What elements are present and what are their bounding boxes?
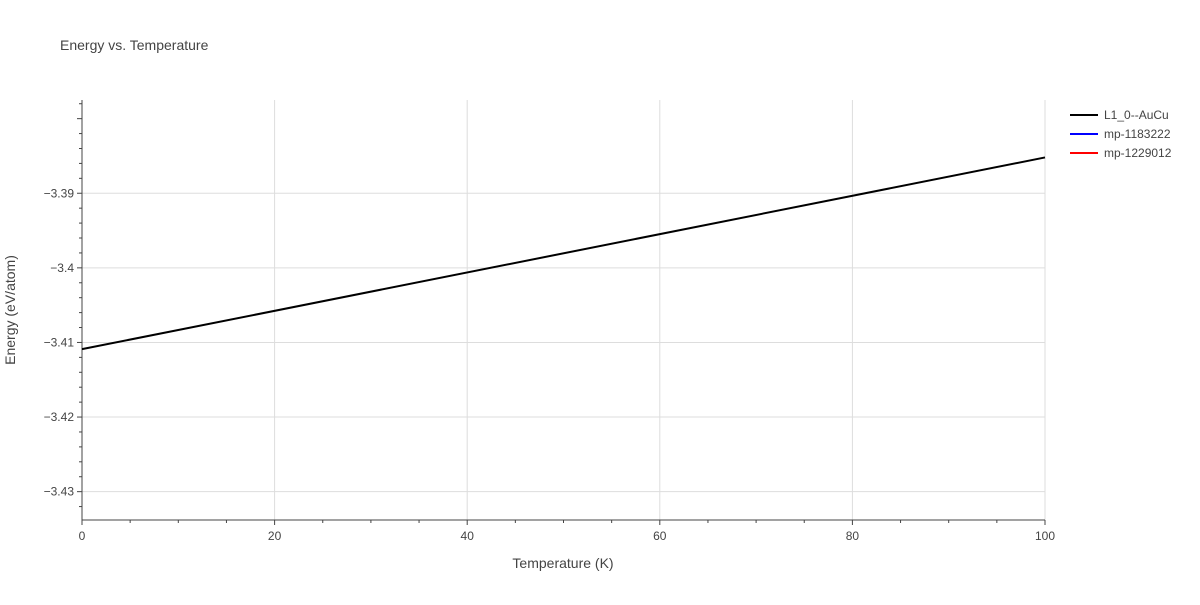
legend-label-1[interactable]: mp-1183222 [1104, 127, 1171, 141]
x-grid [274, 100, 1046, 520]
y-ticks: −3.39 −3.4 −3.41 −3.42 −3.43 [44, 103, 82, 508]
y-tick-label-4: −3.43 [44, 485, 75, 499]
x-tick-label-0: 0 [79, 529, 86, 543]
x-ticks: 0 20 40 60 80 100 [79, 520, 1055, 543]
legend-label-0[interactable]: L1_0--AuCu [1104, 108, 1169, 122]
chart-title: Energy vs. Temperature [60, 37, 209, 53]
y-tick-label-3: −3.42 [44, 410, 75, 424]
y-grid [82, 192, 1045, 493]
x-tick-label-5: 100 [1035, 529, 1055, 543]
x-tick-label-2: 40 [461, 529, 475, 543]
y-tick-label-2: −3.41 [44, 335, 75, 349]
axes [81, 100, 1045, 521]
legend: L1_0--AuCu mp-1183222 mp-1229012 [1070, 108, 1172, 160]
y-tick-label-0: −3.39 [44, 186, 75, 200]
y-axis-label: Energy (eV/atom) [2, 255, 18, 365]
x-tick-label-1: 20 [268, 529, 282, 543]
legend-label-2[interactable]: mp-1229012 [1104, 146, 1172, 160]
series-line-0 [81, 156, 1046, 351]
series-layer [81, 156, 1046, 351]
y-tick-label-1: −3.4 [50, 261, 74, 275]
x-axis-label: Temperature (K) [512, 555, 613, 571]
x-tick-label-3: 60 [653, 529, 667, 543]
x-tick-label-4: 80 [846, 529, 860, 543]
